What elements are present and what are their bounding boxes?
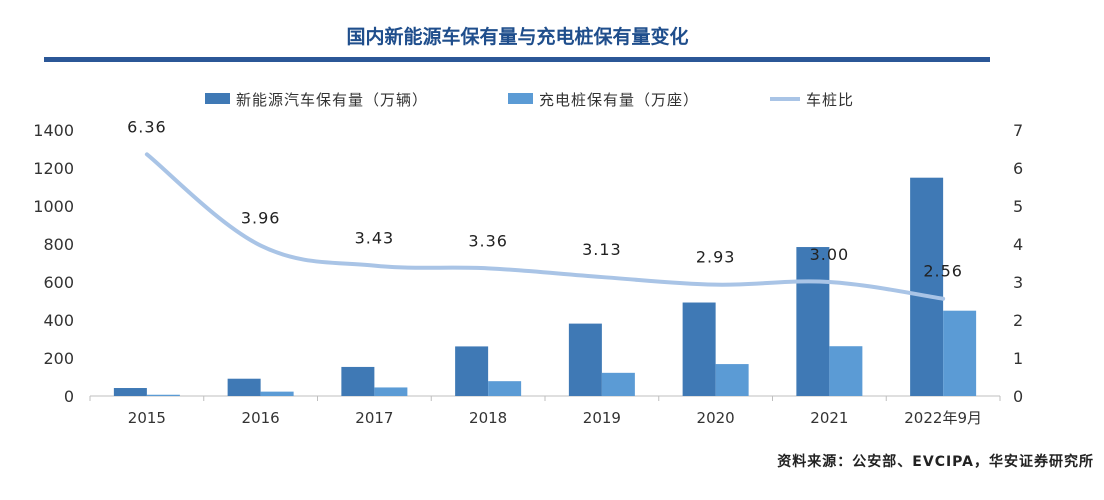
x-axis: 2015 2016 2017 2018 2019 2020 2021 2022年9月	[89, 395, 1001, 427]
left-axis-tick: 800	[43, 235, 74, 254]
left-axis-tick: 600	[43, 273, 74, 292]
chart-title: 国内新能源车保有量与充电桩保有量变化	[346, 26, 689, 48]
bars	[113, 177, 977, 396]
bar-ev	[455, 346, 489, 396]
bar-pile	[601, 372, 635, 396]
x-axis-tick: 2017	[355, 409, 393, 427]
right-axis-tick: 6	[1013, 159, 1023, 178]
left-axis-tick: 1200	[33, 159, 74, 178]
source-note: 资料来源：公安部、EVCIPA，华安证券研究所	[777, 454, 1094, 470]
left-axis-tick: 1000	[33, 197, 74, 216]
x-axis-tick: 2020	[697, 409, 735, 427]
right-axis-tick: 7	[1013, 121, 1023, 140]
bar-pile	[374, 387, 408, 396]
right-axis-tick: 4	[1013, 235, 1023, 254]
left-axis-tick: 200	[43, 349, 74, 368]
right-axis: 0 1 2 3 4 5 6 7	[1013, 121, 1023, 406]
bar-ev	[910, 177, 944, 396]
ratio-label: 3.13	[582, 240, 622, 259]
title-underline	[44, 57, 990, 62]
bar-ev	[796, 247, 830, 396]
ratio-labels: 6.36 3.96 3.43 3.36 3.13 2.93 3.00 2.56	[127, 117, 963, 281]
bar-ev	[113, 388, 147, 396]
left-axis-tick: 1400	[33, 121, 74, 140]
bar-pile	[829, 346, 863, 396]
x-axis-tick: 2019	[583, 409, 621, 427]
ratio-label: 3.96	[241, 209, 281, 228]
ratio-label: 3.36	[468, 231, 508, 250]
left-axis-tick: 0	[64, 387, 74, 406]
bar-ev	[568, 323, 602, 396]
legend-label: 新能源汽车保有量（万辆）	[236, 91, 428, 109]
bar-ev	[227, 378, 261, 396]
right-axis-tick: 3	[1013, 273, 1023, 292]
bar-pile	[943, 310, 977, 396]
bar-pile	[488, 381, 522, 396]
legend-label: 充电桩保有量（万座）	[539, 91, 699, 109]
ratio-label: 2.56	[923, 262, 963, 281]
legend: 新能源汽车保有量（万辆） 充电桩保有量（万座） 车桩比	[205, 91, 854, 109]
x-axis-tick: 2015	[128, 409, 166, 427]
legend-swatch	[205, 93, 230, 104]
left-axis: 0 200 400 600 800 1000 1200 1400	[33, 121, 74, 406]
legend-swatch	[508, 93, 533, 104]
ratio-label: 3.43	[355, 229, 395, 248]
bar-ev	[682, 302, 716, 396]
ratio-line-path	[144, 152, 946, 301]
ratio-label: 6.36	[127, 117, 167, 136]
x-axis-tick: 2022年9月	[904, 409, 982, 427]
bar-pile	[146, 394, 180, 396]
right-axis-tick: 2	[1013, 311, 1023, 330]
ratio-line	[144, 152, 946, 301]
bar-ev	[341, 366, 375, 396]
bar-pile	[715, 364, 749, 396]
x-axis-tick: 2018	[469, 409, 507, 427]
right-axis-tick: 0	[1013, 387, 1023, 406]
legend-label: 车桩比	[806, 91, 854, 109]
bar-pile	[260, 391, 294, 396]
x-axis-tick: 2021	[810, 409, 848, 427]
left-axis-tick: 400	[43, 311, 74, 330]
ratio-label: 2.93	[696, 248, 736, 267]
right-axis-tick: 1	[1013, 349, 1023, 368]
ratio-label: 3.00	[810, 245, 850, 264]
x-axis-tick: 2016	[242, 409, 280, 427]
right-axis-tick: 5	[1013, 197, 1023, 216]
